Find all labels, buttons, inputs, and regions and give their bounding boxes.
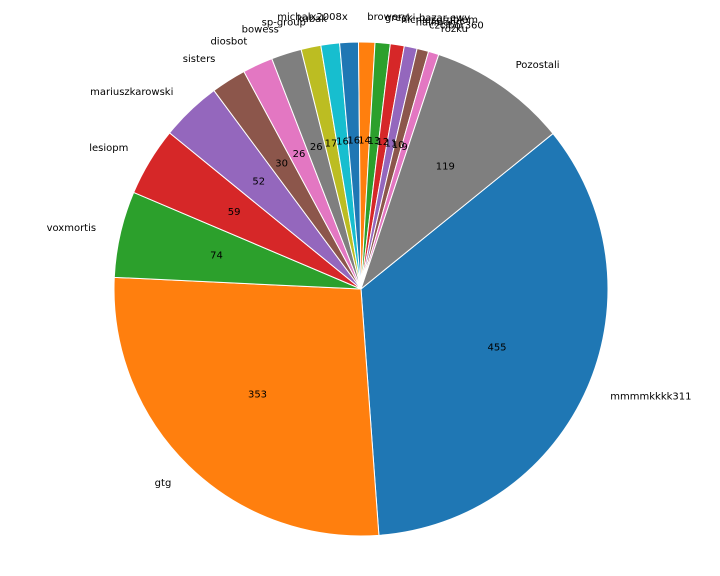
pie-slice-gtg	[113, 276, 380, 537]
pie-category-label: voxmortis	[47, 223, 97, 234]
pie-category-label: sisters	[183, 54, 216, 65]
pie-value-label: 353	[248, 390, 267, 401]
pie-category-label: michalx2008x	[277, 12, 348, 23]
pie-slice-pozostali	[360, 54, 554, 290]
pie-category-label: mmmmkkkk311	[610, 392, 691, 403]
pie-category-label: czcibor360	[429, 21, 484, 32]
pie-value-label: 12	[376, 137, 389, 148]
pie-value-label: 59	[228, 207, 241, 218]
pie-category-label: grecki-bazar-ewy	[385, 13, 470, 24]
pie-category-label: hallmann	[416, 17, 463, 28]
pie-category-label: Pozostali	[516, 60, 560, 71]
pie-value-label: 16	[336, 137, 349, 148]
pie-value-label: 13	[368, 136, 381, 147]
pie-category-label: lesiopm	[89, 143, 128, 154]
pie-value-label: 16	[347, 136, 360, 147]
pie-category-label: rozku	[441, 24, 468, 35]
pie-value-label: 9	[401, 142, 407, 153]
pie-value-label: 17	[325, 138, 338, 149]
pie-value-label: 74	[210, 251, 223, 262]
pie-value-label: 26	[293, 149, 306, 160]
pie-value-label: 30	[275, 158, 288, 169]
pie-value-label: 119	[436, 162, 455, 173]
pie-slice-mmmmkkkk311	[360, 133, 609, 536]
pie-category-label: bowess	[242, 25, 279, 36]
pie-category-label: browery	[367, 12, 408, 23]
pie-category-label: gtg	[155, 478, 172, 489]
pie-category-labels: mmmmkkkk311 gtg voxmortis lesiopm mariuszkar…	[47, 12, 692, 489]
pie-category-label: nicniezgrublem	[401, 15, 478, 26]
pie-value-label: 14	[358, 135, 371, 146]
pie-category-label: kubak	[297, 14, 327, 25]
pie-value-label: 11	[385, 138, 398, 149]
pie-category-label: mariuszkarowski	[90, 87, 173, 98]
pie-value-label: 52	[252, 176, 265, 187]
pie-value-label: 26	[310, 142, 323, 153]
pie-value-label: 10	[392, 140, 405, 151]
pie-category-label: diosbot	[210, 37, 247, 48]
pie-category-label: sp-group	[262, 17, 306, 28]
pie-value-label: 455	[487, 342, 506, 353]
pie-slices	[113, 41, 609, 537]
